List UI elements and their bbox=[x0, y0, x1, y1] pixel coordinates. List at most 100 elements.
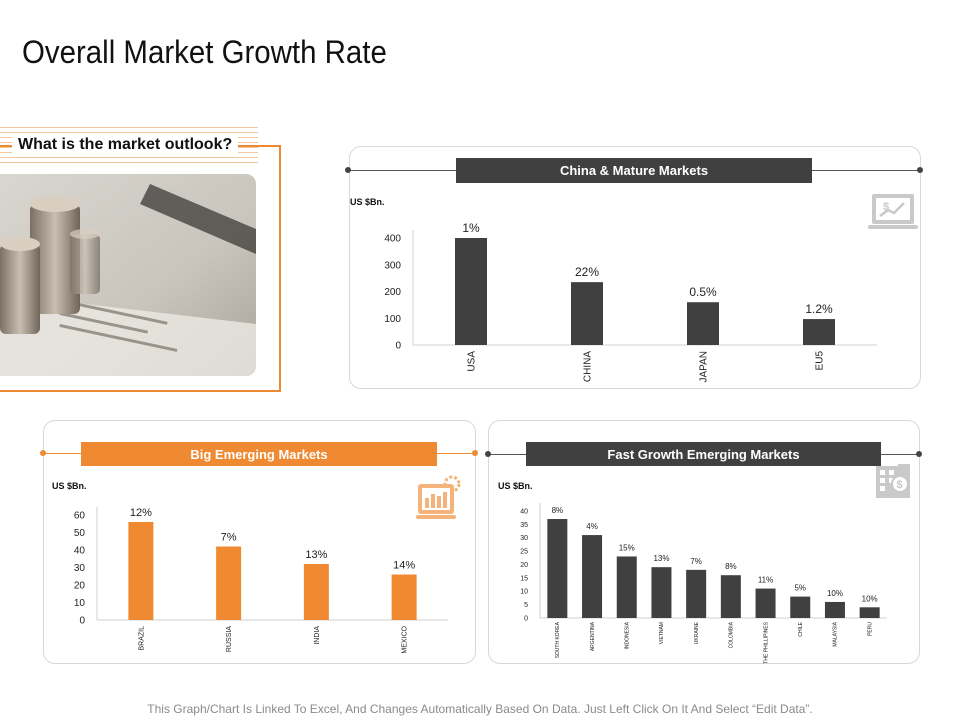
fast-growth-category-label: MALAYSIA bbox=[833, 621, 839, 646]
fast-growth-data-label: 15% bbox=[619, 543, 635, 552]
fast-growth-bar bbox=[686, 569, 707, 618]
fast-growth-y-tick-label: 20 bbox=[520, 562, 528, 569]
svg-text:$: $ bbox=[897, 479, 903, 491]
fast-growth-y-tick-label: 10 bbox=[520, 589, 528, 596]
fast-growth-header-dot-right bbox=[916, 451, 922, 457]
chart-monitor-icon: $ bbox=[868, 194, 918, 229]
fast-growth-bar bbox=[582, 535, 603, 618]
big-emerging-category-label: RUSSIA bbox=[226, 626, 233, 652]
big-emerging-data-label: 7% bbox=[221, 532, 237, 544]
mature-category-label: EU5 bbox=[815, 351, 826, 371]
mature-y-tick-label: 0 bbox=[395, 341, 401, 352]
page-title: Overall Market Growth Rate bbox=[22, 34, 387, 70]
fast-growth-bar bbox=[720, 575, 741, 618]
mature-bar bbox=[571, 282, 603, 345]
mature-data-label: 1.2% bbox=[805, 302, 833, 316]
coins-photo bbox=[0, 174, 256, 376]
big-emerging-unit-label: US $Bn. bbox=[52, 481, 87, 491]
big-emerging-header: Big Emerging Markets bbox=[81, 442, 437, 466]
mature-y-tick-label: 100 bbox=[384, 314, 401, 325]
big-emerging-header-dot-left bbox=[40, 450, 46, 456]
fast-growth-data-label: 10% bbox=[862, 594, 878, 603]
big-emerging-y-tick-label: 20 bbox=[74, 581, 86, 592]
mature-bar bbox=[687, 302, 719, 345]
mature-y-tick-label: 200 bbox=[384, 287, 401, 298]
mature-unit-label: US $Bn. bbox=[350, 197, 385, 207]
big-emerging-bar bbox=[216, 546, 242, 620]
fast-growth-y-tick-label: 25 bbox=[520, 549, 528, 556]
fast-growth-bar bbox=[859, 607, 880, 618]
fast-growth-category-label: UKRAINE bbox=[694, 621, 700, 644]
mature-header-dot-right bbox=[917, 167, 923, 173]
mature-bar bbox=[803, 319, 835, 345]
fast-growth-header-dot-left bbox=[485, 451, 491, 457]
fast-growth-data-label: 8% bbox=[552, 506, 564, 515]
mature-category-label: JAPAN bbox=[699, 351, 710, 383]
big-emerging-category-label: BRAZIL bbox=[138, 626, 145, 651]
fast-growth-bar bbox=[547, 519, 568, 618]
big-emerging-category-label: INDIA bbox=[314, 626, 321, 645]
big-emerging-header-dot-right bbox=[472, 450, 478, 456]
big-emerging-data-label: 14% bbox=[393, 560, 415, 572]
big-emerging-y-tick-label: 10 bbox=[74, 598, 86, 609]
mature-markets-panel bbox=[349, 146, 921, 389]
fast-growth-data-label: 8% bbox=[725, 562, 737, 571]
fast-growth-data-label: 13% bbox=[653, 554, 669, 563]
fast-growth-unit-label: US $Bn. bbox=[498, 481, 533, 491]
big-emerging-data-label: 13% bbox=[305, 549, 327, 561]
big-emerging-y-tick-label: 30 bbox=[74, 563, 86, 574]
fast-growth-category-label: PERU bbox=[867, 622, 873, 636]
fast-growth-y-tick-label: 35 bbox=[520, 522, 528, 529]
mature-bar bbox=[455, 238, 487, 345]
fast-growth-category-label: INDONESIA bbox=[625, 621, 631, 649]
fast-growth-bar bbox=[790, 596, 811, 618]
mature-data-label: 22% bbox=[575, 265, 599, 279]
big-emerging-y-tick-label: 40 bbox=[74, 546, 86, 557]
fast-growth-y-tick-label: 40 bbox=[520, 508, 528, 515]
footnote: This Graph/Chart Is Linked To Excel, And… bbox=[147, 702, 813, 716]
big-emerging-chart: 0 10 20 30 40 50 60 12% BRAZIL 7% RUSSIA 13% INDIA 14… bbox=[74, 507, 448, 654]
fast-growth-data-label: 10% bbox=[827, 589, 843, 598]
gear-chart-icon bbox=[416, 475, 461, 519]
fast-growth-bar bbox=[616, 556, 637, 618]
mature-markets-header: China & Mature Markets bbox=[456, 158, 812, 183]
fast-growth-bar bbox=[755, 588, 776, 618]
mature-category-label: CHINA bbox=[583, 351, 594, 382]
big-emerging-data-label: 12% bbox=[130, 507, 152, 519]
fast-growth-header: Fast Growth Emerging Markets bbox=[526, 442, 881, 466]
coins-photo-image bbox=[0, 174, 256, 376]
fast-growth-bar bbox=[824, 601, 845, 618]
big-emerging-y-tick-label: 50 bbox=[74, 528, 86, 539]
fast-growth-data-label: 5% bbox=[794, 584, 806, 593]
mature-data-label: 1% bbox=[462, 221, 480, 235]
mature-markets-chart: 0 100 200 300 400 1% USA 22% CHINA 0.5% JAPAN 1.2% E… bbox=[384, 221, 877, 383]
fast-growth-chart: 0 5 10 15 20 25 30 35 40 8% SOUTH KOREA 4% ARGENTINA… bbox=[520, 503, 887, 664]
fast-growth-category-label: ARGENTINA bbox=[590, 621, 596, 651]
fast-growth-category-label: SOUTH KOREA bbox=[555, 621, 561, 658]
fast-growth-category-label: VIETNAM bbox=[659, 622, 665, 644]
fast-growth-data-label: 11% bbox=[758, 576, 773, 585]
mature-category-label: USA bbox=[467, 351, 478, 372]
fast-growth-y-tick-label: 30 bbox=[520, 535, 528, 542]
fast-growth-y-tick-label: 0 bbox=[524, 615, 528, 622]
mature-data-label: 0.5% bbox=[689, 285, 717, 299]
fast-growth-data-label: 7% bbox=[690, 557, 702, 566]
big-emerging-bar bbox=[391, 574, 417, 620]
big-emerging-bar bbox=[128, 522, 154, 620]
fast-growth-data-label: 4% bbox=[586, 522, 598, 531]
mature-y-tick-label: 400 bbox=[384, 234, 401, 245]
fast-growth-category-label: THE PHILLIPINES bbox=[763, 621, 769, 663]
big-emerging-bar bbox=[303, 564, 329, 620]
svg-text:$: $ bbox=[883, 201, 889, 213]
big-emerging-y-tick-label: 60 bbox=[74, 511, 86, 522]
fast-growth-y-tick-label: 15 bbox=[520, 575, 528, 582]
outlook-heading: What is the market outlook? bbox=[12, 136, 239, 154]
mature-header-dot-left bbox=[345, 167, 351, 173]
fast-growth-category-label: CHILE bbox=[798, 621, 804, 636]
fast-growth-category-label: COLOMBIA bbox=[729, 621, 735, 648]
fast-growth-y-tick-label: 5 bbox=[524, 602, 528, 609]
big-emerging-category-label: MEXICO bbox=[402, 625, 409, 653]
fast-growth-bar bbox=[651, 567, 672, 618]
building-dollar-icon: $ bbox=[876, 464, 910, 498]
mature-y-tick-label: 300 bbox=[384, 260, 401, 271]
